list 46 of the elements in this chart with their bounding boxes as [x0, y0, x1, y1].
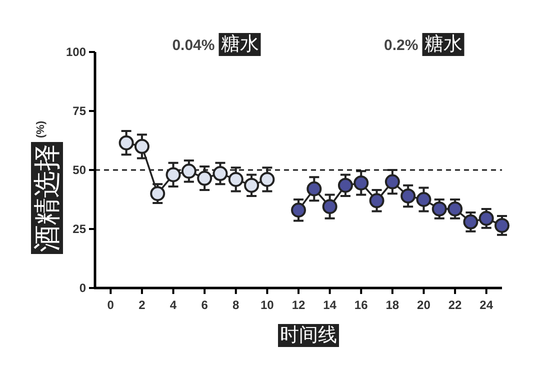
- x-tick-label: 6: [201, 298, 208, 312]
- point: [416, 192, 432, 207]
- point: [463, 214, 478, 230]
- point: [369, 193, 384, 208]
- point: [291, 202, 306, 218]
- point: [228, 172, 244, 187]
- x-tick-label: 22: [448, 298, 462, 312]
- point: [322, 199, 338, 214]
- point: [134, 138, 150, 154]
- ylabel: 酒精选择 (%): [31, 120, 63, 254]
- point: [118, 135, 134, 150]
- point: [212, 166, 228, 182]
- x-tick-label: 16: [354, 298, 368, 312]
- y-tick-label: 0: [79, 281, 86, 295]
- point: [306, 181, 322, 196]
- annotation: 0.04% 糖水: [172, 33, 261, 56]
- point: [181, 164, 196, 179]
- x-tick-label: 2: [138, 298, 146, 312]
- annotation: 0.2% 糖水: [384, 33, 464, 56]
- x-tick-label: 8: [232, 298, 240, 312]
- x-tick-label: 0: [107, 298, 114, 312]
- point: [338, 178, 353, 193]
- point: [400, 188, 416, 204]
- point: [384, 174, 400, 190]
- point: [494, 218, 510, 233]
- point: [432, 201, 447, 216]
- xlabel: 时间线: [278, 324, 339, 347]
- point: [244, 178, 260, 193]
- x-tick-label: 20: [417, 298, 431, 312]
- point: [166, 167, 181, 182]
- x-tick-label: 4: [170, 298, 177, 312]
- x-tick-label: 24: [480, 298, 494, 312]
- point: [197, 170, 212, 186]
- y-tick-label: 100: [66, 45, 86, 59]
- x-tick-label: 12: [292, 298, 306, 312]
- x-tick-label: 18: [386, 298, 400, 312]
- x-tick-label: 10: [260, 298, 274, 312]
- point: [150, 186, 166, 202]
- y-tick-label: 75: [72, 104, 86, 118]
- x-tick-label: 14: [323, 298, 337, 312]
- point: [478, 210, 494, 226]
- point: [260, 172, 275, 187]
- point: [354, 175, 369, 190]
- y-tick-label: 25: [72, 222, 86, 236]
- point: [448, 201, 463, 216]
- y-tick-label: 50: [72, 163, 86, 177]
